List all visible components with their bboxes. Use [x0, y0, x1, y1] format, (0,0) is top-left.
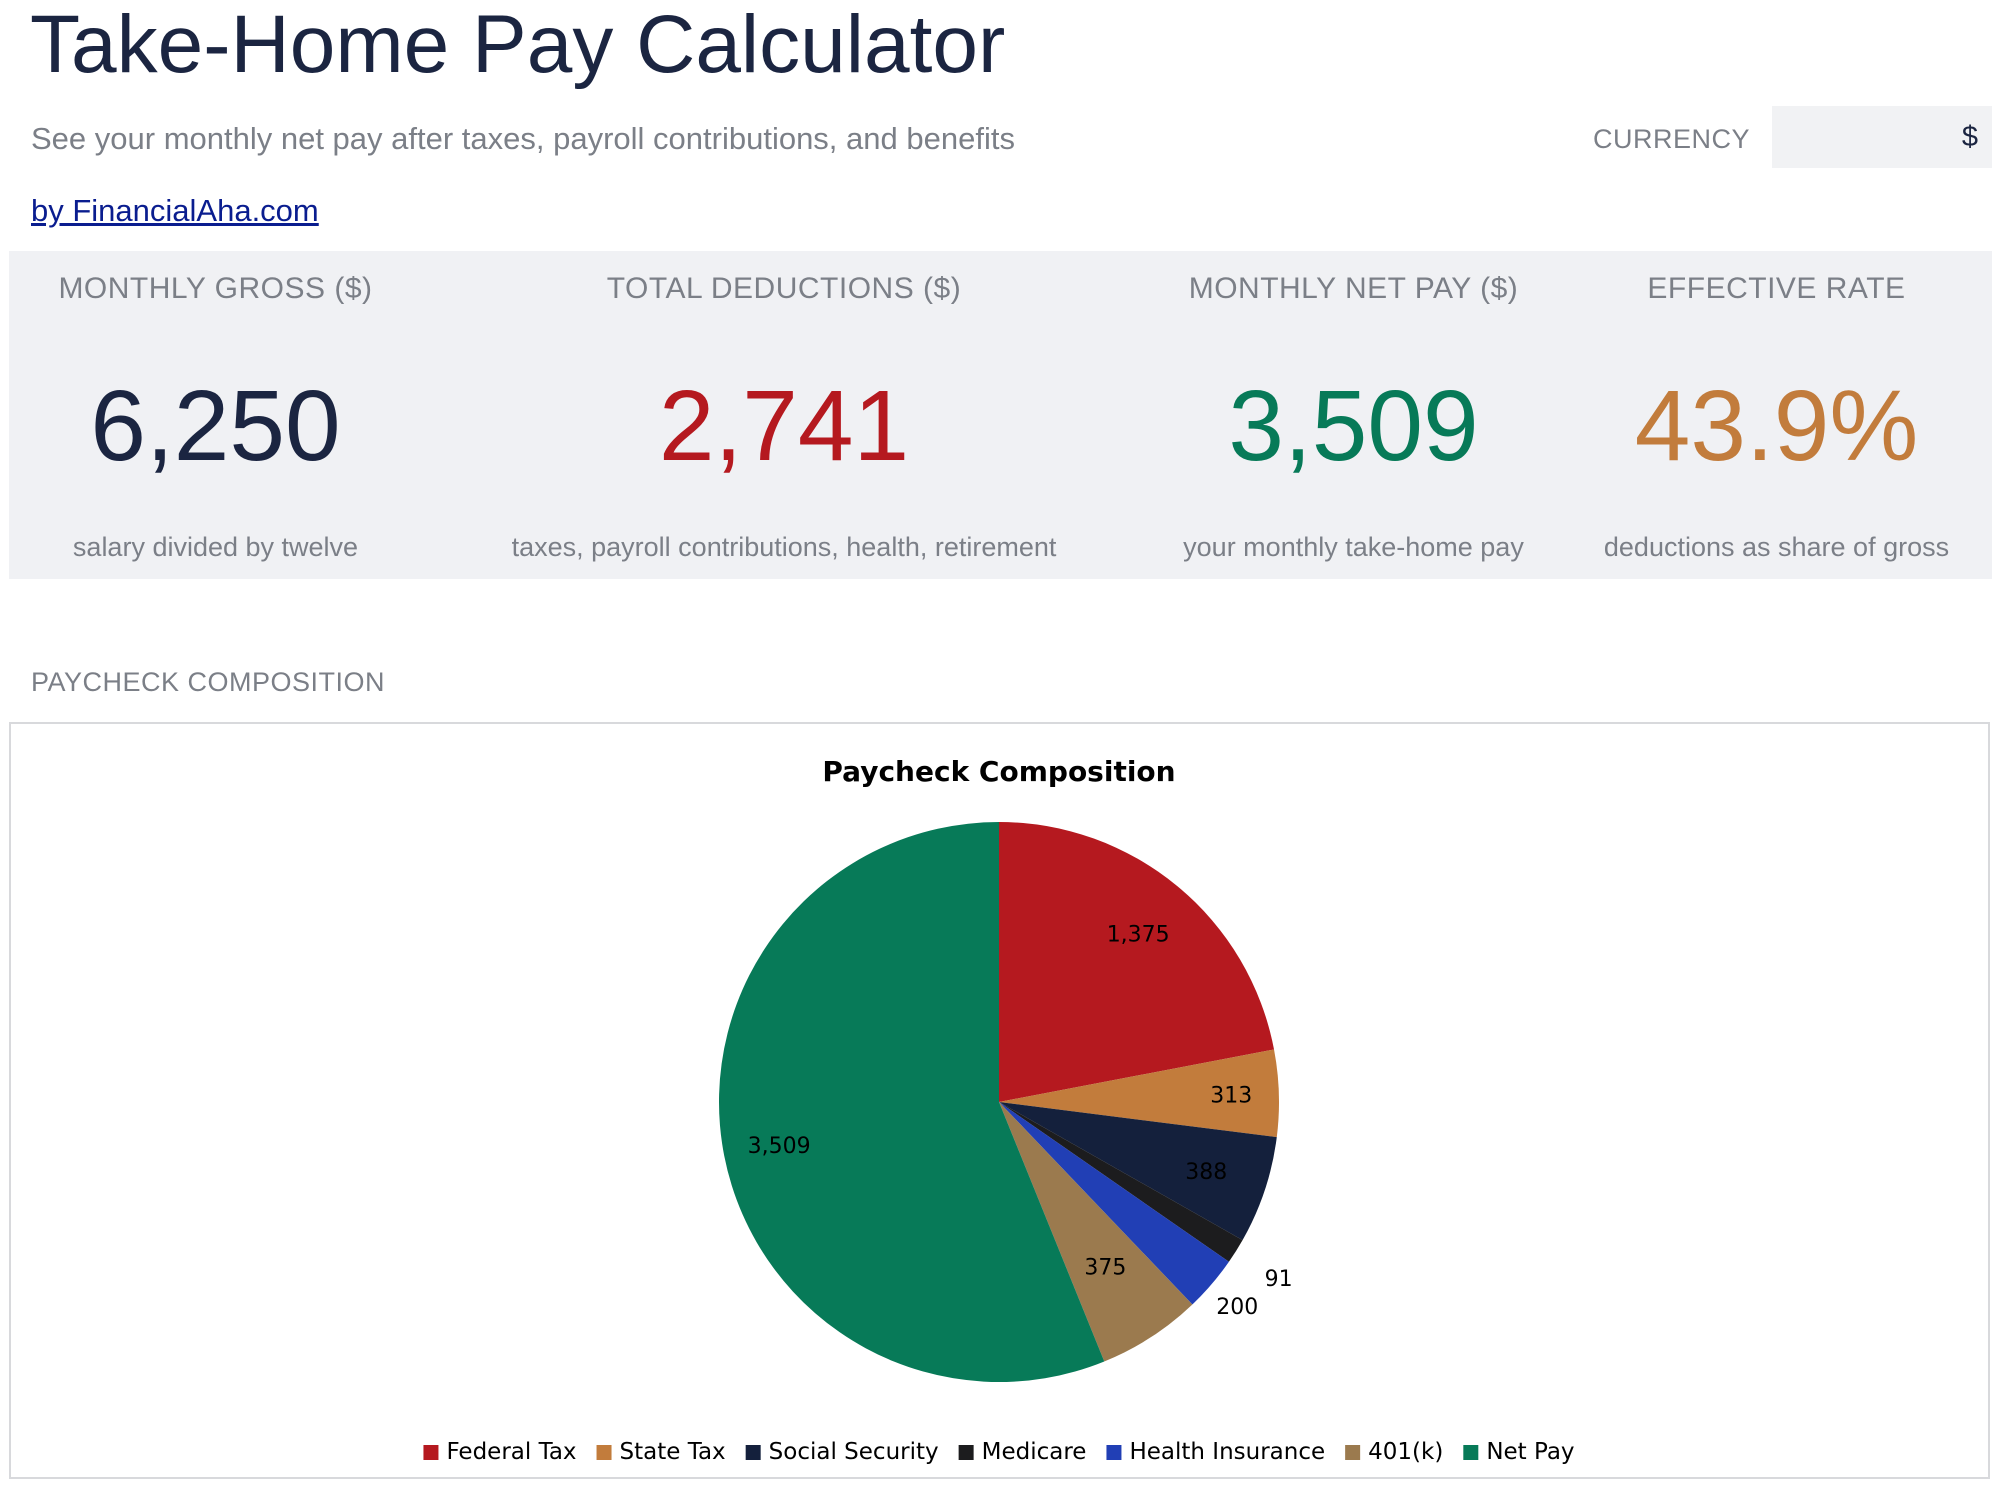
pie-slice-net-pay — [719, 822, 1105, 1382]
financialaha-link[interactable]: by FinancialAha.com — [31, 193, 319, 228]
page-subtitle: See your monthly net pay after taxes, pa… — [31, 121, 1015, 156]
legend-swatch — [958, 1445, 974, 1460]
kpi-monthly-net-pay: MONTHLY NET PAY ($) 3,509 your monthly t… — [1146, 251, 1561, 579]
page-title: Take-Home Pay Calculator — [30, 0, 1006, 90]
legend-item-label: 401(k) — [1368, 1439, 1443, 1465]
pie-slice-health-insurance — [999, 1102, 1229, 1305]
chart-title: Paycheck Composition — [822, 755, 1175, 788]
kpi-note: salary divided by twelve — [72, 532, 359, 562]
kpi-total-deductions: TOTAL DEDUCTIONS ($) 2,741 taxes, payrol… — [422, 251, 1146, 579]
pie-data-label: 3,509 — [748, 1134, 811, 1159]
kpi-note: your monthly take-home pay — [1183, 532, 1524, 562]
legend-swatch — [1345, 1445, 1361, 1460]
legend-item-label: Health Insurance — [1129, 1439, 1325, 1465]
pie-slice-social-security — [999, 1102, 1277, 1241]
kpi-summary-band: MONTHLY GROSS ($) 6,250 salary divided b… — [9, 251, 1992, 579]
kpi-label: MONTHLY NET PAY ($) — [1188, 272, 1519, 305]
legend-item-label: Social Security — [769, 1439, 939, 1465]
pie-data-label: 388 — [1185, 1160, 1227, 1185]
pie-data-label: 313 — [1210, 1084, 1252, 1109]
pie-slice-federal-tax — [999, 822, 1275, 1102]
legend-swatch — [745, 1445, 761, 1460]
kpi-label: MONTHLY GROSS ($) — [58, 272, 373, 305]
kpi-value: 3,509 — [1228, 370, 1479, 482]
legend-swatch — [423, 1445, 439, 1460]
kpi-value: 6,250 — [90, 370, 341, 482]
legend-swatch — [1106, 1445, 1122, 1460]
currency-label: CURRENCY — [1592, 124, 1750, 154]
legend-item-label: Net Pay — [1486, 1439, 1574, 1465]
currency-input[interactable]: $ — [1772, 106, 1992, 168]
pie-slice-medicare — [999, 1102, 1243, 1262]
legend-item-label: State Tax — [620, 1439, 726, 1465]
paycheck-chart: Paycheck Composition 1,375 313 388 91 200 375… — [9, 722, 1990, 1479]
kpi-label: TOTAL DEDUCTIONS ($) — [606, 272, 962, 305]
pie-slice-state-tax — [999, 1049, 1279, 1138]
kpi-label: EFFECTIVE RATE — [1647, 272, 1906, 305]
legend-item-label: Medicare — [982, 1439, 1087, 1465]
pie-slice-401-k — [999, 1102, 1193, 1362]
kpi-value: 2,741 — [658, 370, 910, 482]
legend-item-label: Federal Tax — [446, 1439, 576, 1465]
kpi-note: taxes, payroll contributions, health, re… — [511, 532, 1057, 562]
pie-chart-svg: Paycheck Composition 1,375 313 388 91 200 375… — [423, 755, 1575, 1465]
kpi-note: deductions as share of gross — [1603, 532, 1950, 562]
kpi-monthly-gross: MONTHLY GROSS ($) 6,250 salary divided b… — [9, 251, 422, 579]
pie-data-label: 91 — [1265, 1267, 1293, 1292]
kpi-effective-rate: EFFECTIVE RATE 43.9% deductions as share… — [1561, 251, 1992, 579]
section-heading: PAYCHECK COMPOSITION — [31, 667, 386, 697]
pie-data-label: 1,375 — [1107, 923, 1170, 948]
legend-swatch — [596, 1445, 612, 1460]
pie-data-label: 200 — [1216, 1295, 1258, 1320]
pie-data-label: 375 — [1084, 1256, 1126, 1281]
legend-swatch — [1463, 1445, 1479, 1460]
kpi-value: 43.9% — [1634, 370, 1919, 482]
